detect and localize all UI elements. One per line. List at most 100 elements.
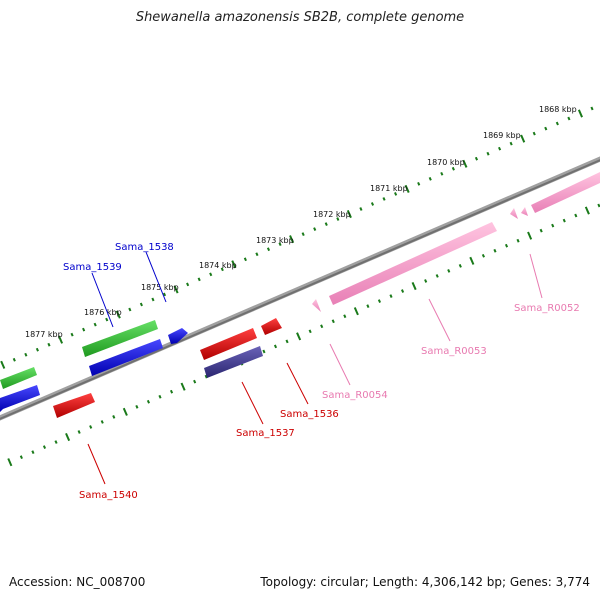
minor-tick <box>204 374 208 379</box>
minor-tick <box>389 294 393 298</box>
minor-tick <box>567 116 571 121</box>
minor-tick <box>458 264 462 268</box>
minor-tick <box>255 252 259 257</box>
genome-backbone-shadow <box>0 159 600 420</box>
minor-tick <box>93 322 97 327</box>
label-leader <box>329 343 351 386</box>
minor-tick <box>139 302 143 307</box>
gene-feature-red[interactable] <box>53 393 95 418</box>
minor-tick <box>597 203 600 208</box>
minor-tick <box>574 213 578 218</box>
tick-label: 1876 kbp <box>84 308 122 317</box>
gene-feature-blue[interactable] <box>89 339 163 376</box>
minor-tick <box>401 289 405 293</box>
gene-feature-pink[interactable] <box>329 222 497 305</box>
gene-label[interactable]: Sama_1538 <box>115 242 174 253</box>
minor-tick <box>197 277 201 282</box>
minor-tick <box>435 274 439 278</box>
major-tick <box>520 134 526 143</box>
minor-tick <box>273 344 278 349</box>
gene-label[interactable]: Sama_R0054 <box>322 390 388 401</box>
minor-tick <box>301 232 305 236</box>
label-leader <box>241 381 264 425</box>
gene-feature-green[interactable] <box>0 367 37 389</box>
gene-feature-red[interactable] <box>200 328 257 360</box>
minor-tick <box>504 243 509 248</box>
inner-scale-track <box>7 203 600 467</box>
minor-tick <box>209 272 213 277</box>
gene-label[interactable]: Sama_1540 <box>79 490 138 501</box>
label-leader <box>286 362 309 405</box>
major-tick <box>173 285 179 294</box>
minor-tick <box>555 121 559 126</box>
genome-summary-text: Topology: circular; Length: 4,306,142 bp… <box>260 575 590 589</box>
minor-tick <box>451 166 455 171</box>
major-tick <box>58 335 64 344</box>
accession-text: Accession: NC_008700 <box>9 575 146 589</box>
major-tick <box>289 235 295 244</box>
minor-tick <box>590 106 594 111</box>
minor-tick <box>308 329 312 334</box>
minor-tick <box>313 227 317 231</box>
minor-tick <box>331 319 335 324</box>
gene-label[interactable]: Sama_R0052 <box>514 303 580 314</box>
minor-tick <box>428 176 432 181</box>
minor-tick <box>135 404 139 409</box>
tick-label: 1872 kbp <box>313 210 351 219</box>
minor-tick <box>285 339 289 344</box>
major-tick <box>404 184 410 193</box>
gene-feature-blue[interactable] <box>0 385 40 412</box>
minor-tick <box>77 430 81 434</box>
minor-tick <box>169 389 174 394</box>
label-leader <box>87 443 106 485</box>
minor-tick <box>19 455 23 460</box>
minor-tick <box>366 304 370 309</box>
major-tick <box>231 260 237 269</box>
minor-tick <box>370 202 375 206</box>
major-tick <box>353 307 359 316</box>
gene-label[interactable]: Sama_1539 <box>63 262 122 273</box>
minor-tick <box>70 332 74 337</box>
label-leader <box>91 272 114 328</box>
gene-feature-navy[interactable] <box>204 346 263 378</box>
gene-feature-green[interactable] <box>82 320 158 357</box>
minor-tick <box>82 327 86 332</box>
gene-feature-pink[interactable] <box>531 172 600 213</box>
gene-feature-blue[interactable] <box>168 328 188 344</box>
minor-tick <box>493 248 497 253</box>
major-tick <box>577 109 583 118</box>
major-tick <box>527 231 533 240</box>
minor-tick <box>481 253 485 258</box>
minor-tick <box>31 450 35 454</box>
tick-label: 1869 kbp <box>483 131 521 140</box>
minor-tick <box>359 207 363 211</box>
major-tick <box>469 256 475 265</box>
gene-label[interactable]: Sama_1536 <box>280 409 339 420</box>
outer-scale-track <box>0 106 594 369</box>
minor-tick <box>474 156 479 161</box>
minor-tick <box>100 420 104 424</box>
major-tick <box>180 382 186 391</box>
gene-feature-pink[interactable] <box>312 299 321 312</box>
minor-tick <box>562 218 566 223</box>
gene-feature-pink[interactable] <box>521 207 528 216</box>
minor-tick <box>89 425 93 429</box>
minor-tick <box>551 223 555 228</box>
minor-tick <box>382 197 386 201</box>
gene-label[interactable]: Sama_1537 <box>236 428 295 439</box>
minor-tick <box>105 317 109 322</box>
gene-feature-pink[interactable] <box>510 208 518 219</box>
major-tick <box>65 432 71 442</box>
map-title: Shewanella amazonensis SB2B, complete ge… <box>135 10 465 25</box>
minor-tick <box>278 242 282 247</box>
minor-tick <box>377 299 382 303</box>
gene-feature-red[interactable] <box>261 318 282 335</box>
tick-label: 1871 kbp <box>370 184 408 193</box>
minor-tick <box>186 282 190 287</box>
gene-label[interactable]: Sama_R0053 <box>421 346 487 357</box>
minor-tick <box>343 314 347 319</box>
minor-tick <box>486 151 490 156</box>
label-leader <box>529 253 543 299</box>
major-tick <box>346 209 352 219</box>
